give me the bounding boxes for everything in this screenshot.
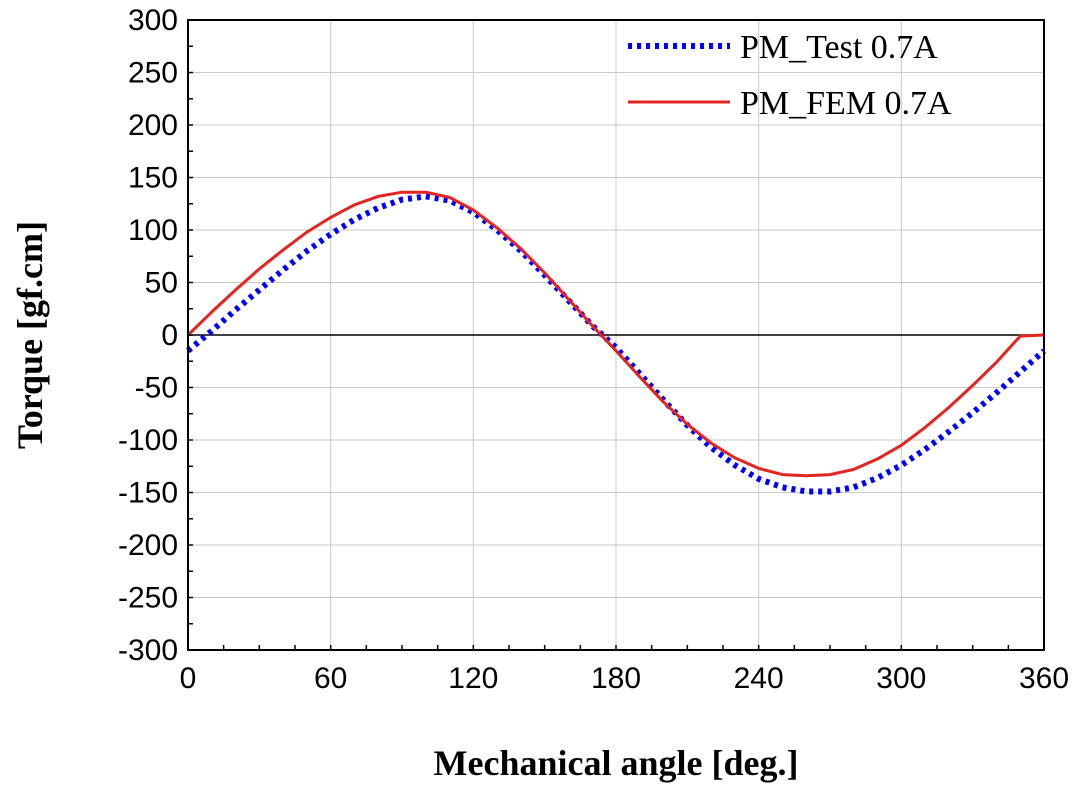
x-tick-label: 240 <box>734 662 784 695</box>
x-tick-label: 0 <box>180 662 197 695</box>
y-tick-label: 0 <box>161 319 178 352</box>
legend-label-test: PM_Test 0.7A <box>740 29 938 66</box>
series-line-pm-fem <box>186 190 1045 478</box>
y-tick-label: 200 <box>128 109 178 142</box>
y-tick-label: -100 <box>118 424 178 457</box>
y-tick-labels: 300 250 200 150 100 50 0 -50 -100 -150 -200 -250 -30… <box>118 4 178 667</box>
y-tick-label: 250 <box>128 57 178 90</box>
y-tick-label: -250 <box>118 582 178 615</box>
x-tick-label: 60 <box>314 662 347 695</box>
y-tick-label: -300 <box>118 634 178 667</box>
x-axis-title: Mechanical angle [deg.] <box>434 743 799 783</box>
y-tick-label: -50 <box>135 372 178 405</box>
y-tick-label: 150 <box>128 162 178 195</box>
x-tick-label: 300 <box>876 662 926 695</box>
series-layer <box>186 190 1046 495</box>
legend-label-fem: PM_FEM 0.7A <box>740 85 952 122</box>
y-tick-label: -200 <box>118 529 178 562</box>
x-tick-label: 180 <box>591 662 641 695</box>
minor-ticks <box>187 19 1045 651</box>
legend: PM_Test 0.7A PM_FEM 0.7A <box>628 29 952 122</box>
y-tick-label: 50 <box>145 267 178 300</box>
y-tick-label: 100 <box>128 214 178 247</box>
y-axis-title: Torque [gf.cm] <box>10 221 50 449</box>
x-tick-labels: 0 60 120 180 240 300 360 <box>180 662 1069 695</box>
y-tick-label: -150 <box>118 477 178 510</box>
x-tick-label: 360 <box>1019 662 1069 695</box>
y-tick-label: 300 <box>128 4 178 37</box>
x-tick-label: 120 <box>448 662 498 695</box>
